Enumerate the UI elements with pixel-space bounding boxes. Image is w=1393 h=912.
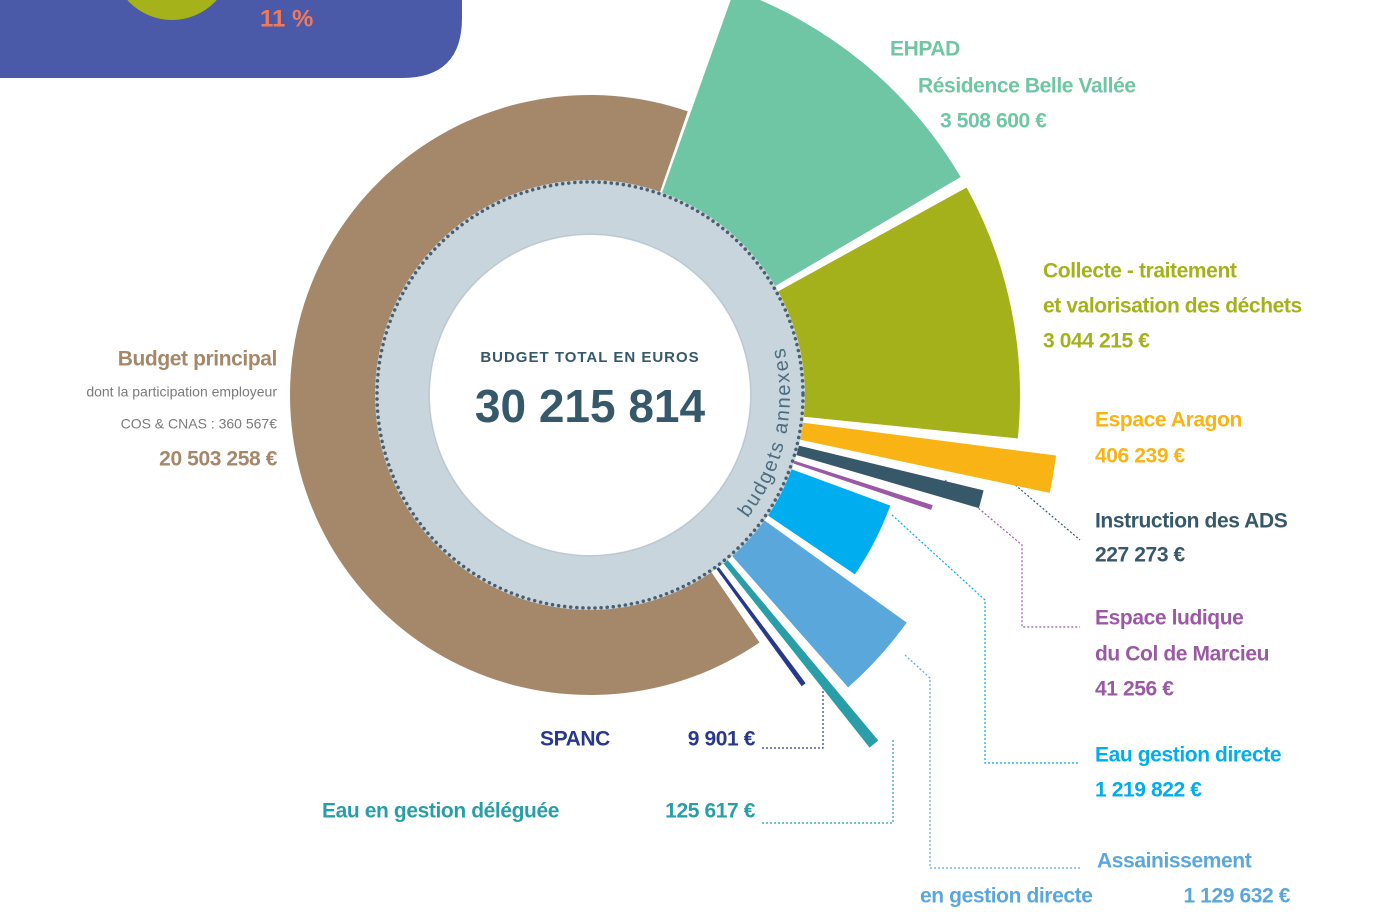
center-dots (428, 233, 752, 557)
annex-wedge (714, 548, 879, 748)
annex-name: Résidence Belle Vallée (918, 75, 1136, 98)
annex-name: Eau en gestion déléguée (322, 800, 559, 823)
annex-name: Eau gestion directe (1095, 744, 1281, 767)
ring-dots (375, 180, 805, 610)
annex-name: Espace Aragon (1095, 409, 1242, 432)
center-title: BUDGET TOTAL EN EUROS (480, 349, 699, 366)
annex-value: 41 256 € (1095, 678, 1174, 701)
annex-wedge (755, 464, 891, 575)
annex-name: et valorisation des déchets (1043, 295, 1302, 318)
annex-wedge (765, 187, 1020, 439)
annex-value: 3 044 215 € (1043, 330, 1150, 353)
annex-wedge (657, 0, 961, 294)
annex-wedge (722, 511, 907, 688)
annex-name: Assainissement (1097, 850, 1252, 873)
annex-value: 125 617 € (665, 800, 756, 823)
annex-value: 1 219 822 € (1095, 779, 1202, 802)
annex-wedge (782, 442, 984, 509)
leader-line (891, 514, 1080, 764)
annex-value: 9 901 € (688, 728, 756, 751)
main-note: dont la participation employeur (86, 384, 277, 400)
annex-value: 227 273 € (1095, 544, 1186, 567)
annex-value: 1 129 632 € (1183, 885, 1290, 908)
main-name: Budget principal (118, 348, 277, 371)
center-total: 30 215 814 (475, 380, 706, 432)
header-percent: 11 % (260, 5, 313, 32)
header-circle (127, 0, 217, 20)
main-note: COS & CNAS : 360 567€ (121, 416, 278, 432)
annex-name: Collecte - traitement (1043, 260, 1237, 283)
annex-name: EHPAD (890, 38, 960, 61)
annex-name: du Col de Marcieu (1095, 643, 1269, 666)
annex-name: en gestion directe (920, 885, 1093, 908)
header-panel (0, 0, 462, 78)
annex-name: Espace ludique (1095, 607, 1243, 630)
annex-name: Instruction des ADS (1095, 510, 1288, 533)
leader-line (760, 740, 894, 824)
annex-value: 406 239 € (1095, 445, 1186, 468)
center-disc (430, 235, 750, 555)
annex-wedge (707, 555, 806, 687)
annex-wedge (785, 420, 1057, 493)
leader-line (944, 479, 1080, 628)
main-value: 20 503 258 € (159, 448, 278, 471)
annex-name: SPANC (540, 728, 610, 751)
leader-line (762, 675, 824, 749)
main-arc (290, 94, 760, 696)
annex-wedge (779, 456, 933, 510)
annex-value: 3 508 600 € (940, 110, 1047, 133)
leader-line (904, 654, 1080, 869)
